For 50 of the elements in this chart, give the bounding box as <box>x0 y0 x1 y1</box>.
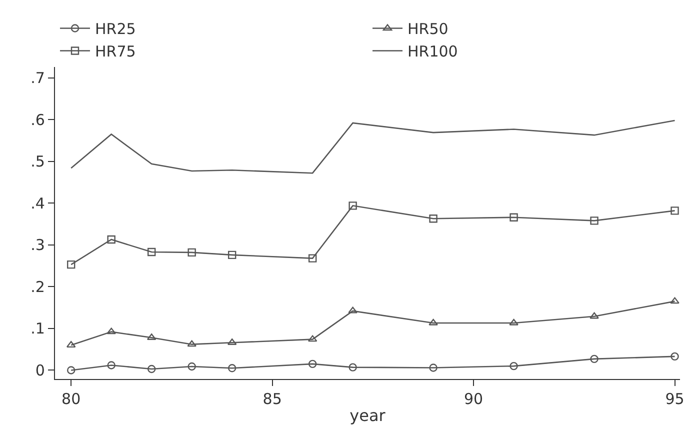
point <box>188 248 196 257</box>
point <box>348 306 358 314</box>
point <box>670 206 679 215</box>
point <box>510 362 518 370</box>
point <box>590 312 599 319</box>
y-tick-label: .7 <box>30 69 45 88</box>
y-tick-label: .2 <box>30 278 45 296</box>
point <box>67 366 76 374</box>
legend-label: HR50 <box>408 20 448 38</box>
y-tick-label: .4 <box>30 194 45 212</box>
point <box>429 364 438 372</box>
y-tick-label: .3 <box>30 236 45 254</box>
point <box>348 202 357 210</box>
x-tick-label: 80 <box>62 390 81 408</box>
point <box>429 214 438 223</box>
point <box>107 361 116 370</box>
legend-label: HR25 <box>95 20 136 38</box>
point <box>510 213 518 222</box>
point <box>67 260 76 269</box>
legend-label: HR75 <box>95 42 136 61</box>
point <box>228 364 236 372</box>
point <box>107 235 116 244</box>
point <box>670 352 679 361</box>
y-tick-label: .5 <box>30 152 45 171</box>
point <box>147 364 156 374</box>
x-axis-title: year <box>350 406 386 425</box>
x-tick-label: 95 <box>665 390 684 408</box>
point <box>106 328 116 334</box>
point <box>509 318 518 326</box>
x-tick-label: 85 <box>262 390 282 408</box>
line-series <box>70 120 676 174</box>
point <box>188 362 196 371</box>
y-tick-label: .1 <box>30 320 45 338</box>
point <box>308 360 317 368</box>
point <box>428 318 438 326</box>
point <box>670 297 680 304</box>
y-tick-label: .6 <box>30 110 45 129</box>
point <box>590 216 598 225</box>
point <box>227 338 237 346</box>
point <box>187 340 196 347</box>
point <box>66 341 76 348</box>
legend-label: HR100 <box>408 42 458 61</box>
point <box>228 250 236 260</box>
point <box>147 248 156 256</box>
y-tick-label: 0 <box>35 361 45 380</box>
x-tick-label: 90 <box>464 390 484 408</box>
point <box>308 335 318 342</box>
point <box>348 363 357 372</box>
point <box>308 254 317 262</box>
point <box>590 354 598 364</box>
